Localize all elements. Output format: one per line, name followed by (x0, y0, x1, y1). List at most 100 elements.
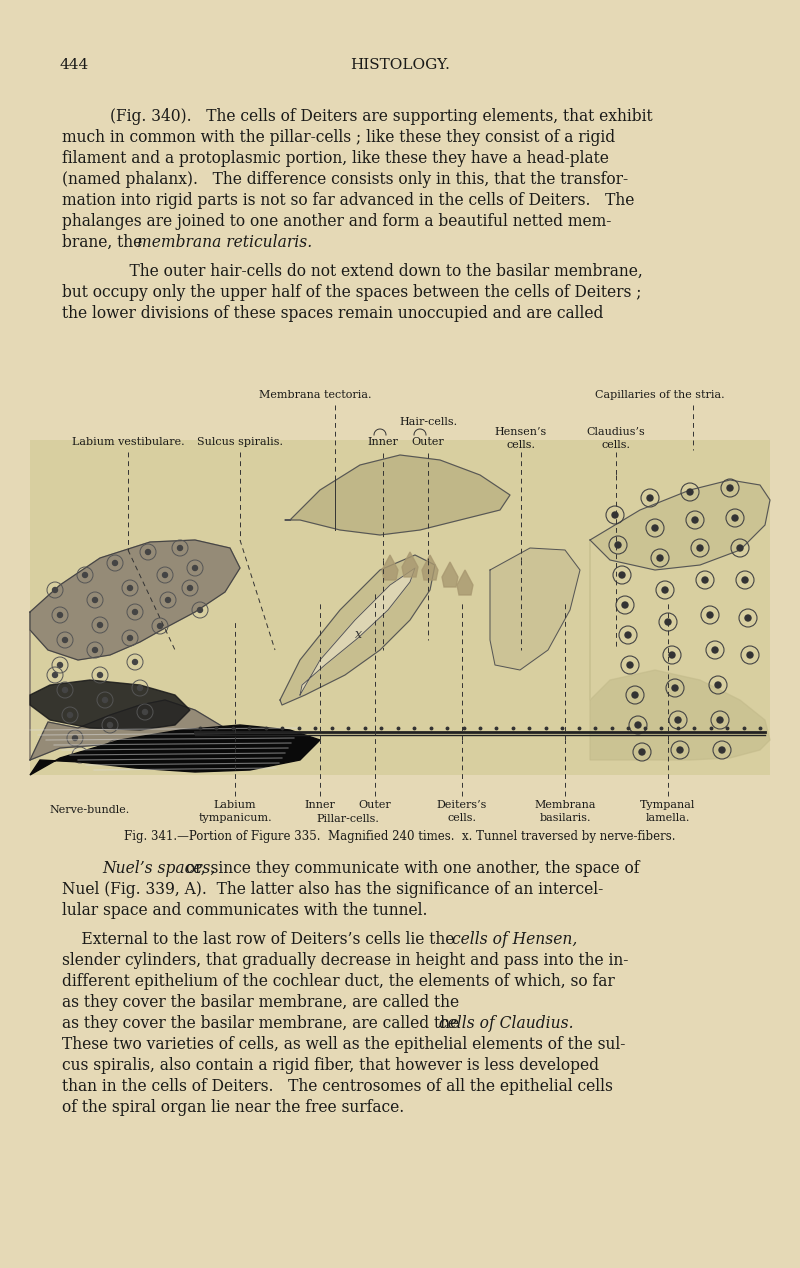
Text: of the spiral organ lie near the free surface.: of the spiral organ lie near the free su… (62, 1099, 404, 1116)
Circle shape (715, 682, 721, 689)
Circle shape (178, 545, 182, 550)
Circle shape (635, 721, 641, 728)
Circle shape (742, 577, 748, 583)
Text: Hair-cells.: Hair-cells. (399, 417, 457, 427)
Text: (named phalanx).   The difference consists only in this, that the transfor-: (named phalanx). The difference consists… (62, 171, 628, 188)
Circle shape (615, 541, 621, 548)
Text: brane, the: brane, the (62, 235, 147, 251)
Text: Nuel’s spaces,: Nuel’s spaces, (102, 860, 215, 877)
Circle shape (747, 652, 753, 658)
Polygon shape (402, 552, 418, 577)
Text: cells.: cells. (447, 813, 477, 823)
Circle shape (78, 752, 82, 757)
Circle shape (58, 612, 62, 618)
Text: phalanges are joined to one another and form a beautiful netted mem-: phalanges are joined to one another and … (62, 213, 611, 230)
Circle shape (619, 572, 625, 578)
Text: x: x (354, 629, 362, 642)
Text: or, since they communicate with one another, the space of: or, since they communicate with one anot… (181, 860, 639, 877)
Circle shape (113, 746, 118, 751)
Circle shape (113, 560, 118, 566)
Text: Hensen’s: Hensen’s (495, 427, 547, 437)
Text: HISTOLOGY.: HISTOLOGY. (350, 58, 450, 72)
Text: Nuel (Fig. 339, A).  The latter also has the significance of an intercel-: Nuel (Fig. 339, A). The latter also has … (62, 881, 603, 898)
Polygon shape (382, 555, 398, 579)
Text: Labium: Labium (214, 800, 256, 810)
Circle shape (647, 495, 653, 501)
Text: These two varieties of cells, as well as the epithelial elements of the sul-: These two varieties of cells, as well as… (62, 1036, 626, 1052)
Circle shape (133, 610, 138, 615)
Text: lular space and communicates with the tunnel.: lular space and communicates with the tu… (62, 902, 427, 919)
Circle shape (712, 647, 718, 653)
Text: cells of Hensen,: cells of Hensen, (452, 931, 578, 948)
Text: mation into rigid parts is not so far advanced in the cells of Deiters.   The: mation into rigid parts is not so far ad… (62, 191, 634, 209)
Text: Outer: Outer (358, 800, 391, 810)
Text: Inner: Inner (367, 437, 398, 448)
Circle shape (198, 607, 202, 612)
Circle shape (732, 515, 738, 521)
Circle shape (717, 716, 723, 723)
Polygon shape (442, 562, 458, 587)
Text: different epithelium of the cochlear duct, the elements of which, so far: different epithelium of the cochlear duc… (62, 973, 614, 990)
Circle shape (146, 549, 150, 554)
Circle shape (677, 747, 683, 753)
Text: cells.: cells. (602, 440, 630, 450)
Text: Fig. 341.—Portion of Figure 335.  Magnified 240 times.  x. Tunnel traversed by n: Fig. 341.—Portion of Figure 335. Magnifi… (124, 831, 676, 843)
Text: Labium vestibulare.: Labium vestibulare. (72, 437, 184, 448)
Text: the lower divisions of these spaces remain unoccupied and are called: the lower divisions of these spaces rema… (62, 306, 603, 322)
Text: as they cover the basilar membrane, are called the: as they cover the basilar membrane, are … (62, 1014, 464, 1032)
Text: 444: 444 (60, 58, 90, 72)
Polygon shape (285, 455, 510, 535)
Text: Outer: Outer (412, 437, 444, 448)
Polygon shape (590, 481, 770, 760)
Text: Membrana: Membrana (534, 800, 596, 810)
Text: Membrana tectoria.: Membrana tectoria. (258, 391, 371, 399)
Text: tympanicum.: tympanicum. (198, 813, 272, 823)
Text: than in the cells of Deiters.   The centrosomes of all the epithelial cells: than in the cells of Deiters. The centro… (62, 1078, 613, 1096)
Circle shape (652, 525, 658, 531)
Circle shape (142, 710, 147, 714)
Text: Pillar-cells.: Pillar-cells. (317, 814, 379, 824)
Circle shape (622, 602, 628, 607)
Circle shape (612, 512, 618, 519)
Circle shape (53, 672, 58, 677)
Polygon shape (457, 571, 473, 595)
Circle shape (138, 686, 142, 691)
Circle shape (632, 692, 638, 697)
Circle shape (127, 586, 133, 591)
Circle shape (158, 624, 162, 629)
Text: Inner: Inner (305, 800, 335, 810)
Polygon shape (30, 680, 190, 730)
Circle shape (692, 517, 698, 522)
Circle shape (82, 572, 87, 577)
Circle shape (665, 619, 671, 625)
Circle shape (127, 635, 133, 640)
Text: External to the last row of Deiters’s cells lie the: External to the last row of Deiters’s ce… (62, 931, 459, 948)
Polygon shape (490, 548, 580, 670)
Text: The outer hair-cells do not extend down to the basilar membrane,: The outer hair-cells do not extend down … (110, 262, 642, 280)
Circle shape (675, 716, 681, 723)
Circle shape (702, 577, 708, 583)
Text: lamella.: lamella. (646, 813, 690, 823)
Text: slender cylinders, that gradually decrease in height and pass into the in-: slender cylinders, that gradually decrea… (62, 952, 628, 969)
Circle shape (737, 545, 743, 552)
Circle shape (187, 586, 193, 591)
Circle shape (102, 697, 107, 702)
Bar (30, 440, 770, 775)
Polygon shape (280, 555, 435, 705)
Circle shape (107, 723, 113, 728)
Circle shape (639, 749, 645, 754)
Circle shape (166, 597, 170, 602)
Text: (Fig. 340).   The cells of Deiters are supporting elements, that exhibit: (Fig. 340). The cells of Deiters are sup… (110, 108, 653, 126)
Text: Tympanal: Tympanal (640, 800, 696, 810)
Text: Capillaries of the stria.: Capillaries of the stria. (595, 391, 725, 399)
Circle shape (719, 747, 725, 753)
Circle shape (98, 672, 102, 677)
Circle shape (73, 735, 78, 741)
Text: Deiters’s: Deiters’s (437, 800, 487, 810)
Circle shape (58, 662, 62, 667)
Text: much in common with the pillar-cells ; like these they consist of a rigid: much in common with the pillar-cells ; l… (62, 129, 615, 146)
Text: Nerve-bundle.: Nerve-bundle. (50, 805, 130, 815)
Polygon shape (30, 540, 240, 765)
Circle shape (707, 612, 713, 618)
Circle shape (657, 555, 663, 560)
